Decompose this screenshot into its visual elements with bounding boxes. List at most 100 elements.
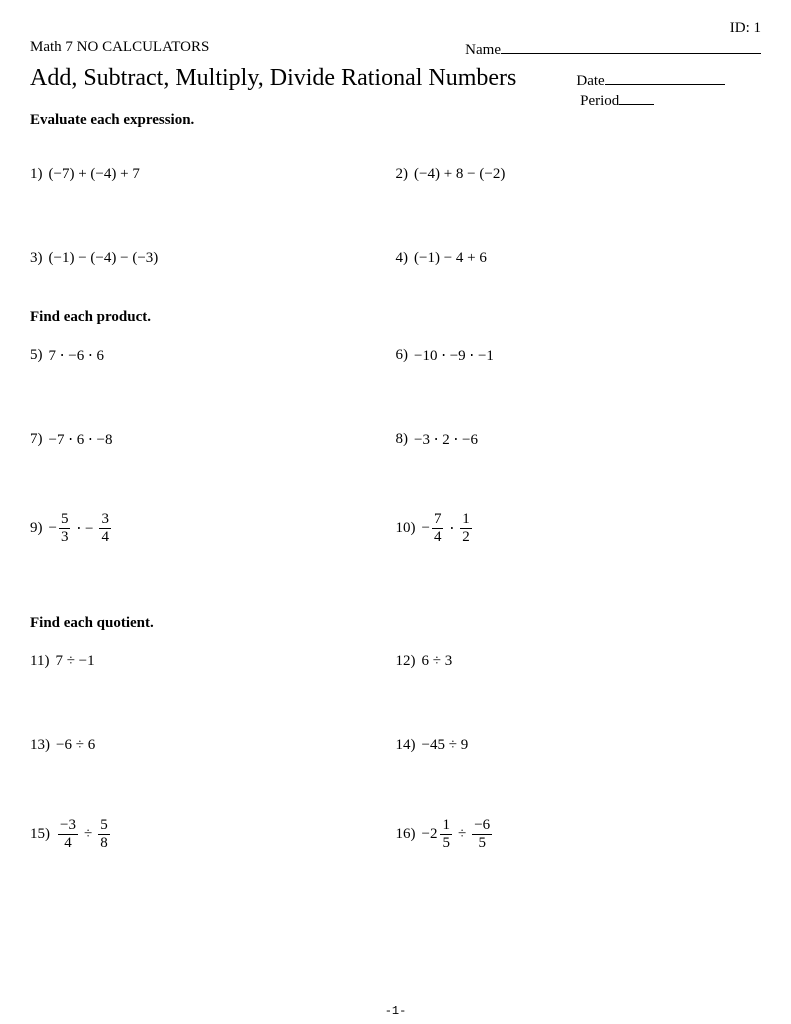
problem-expr: −2 1 5 ÷ −6 5 xyxy=(422,818,495,851)
problem-expr: 7 ⋅ −6 ⋅ 6 xyxy=(49,346,105,365)
problem-11: 11) 7 ÷ −1 xyxy=(30,650,396,672)
problem-12: 12) 6 ÷ 3 xyxy=(396,650,762,672)
date-period: Date Period xyxy=(576,70,761,110)
fraction: 1 5 xyxy=(440,818,452,851)
numerator: 5 xyxy=(59,512,71,529)
denominator: 4 xyxy=(62,835,74,851)
denominator: 4 xyxy=(99,529,111,545)
problem-expr: (−1) − (−4) − (−3) xyxy=(49,250,159,267)
page-title: Add, Subtract, Multiply, Divide Rational… xyxy=(30,65,516,92)
problem-16: 16) −2 1 5 ÷ −6 5 xyxy=(396,818,762,851)
fraction: 5 3 xyxy=(59,512,71,545)
mixed-number: −2 1 5 xyxy=(422,818,454,851)
problem-number: 16) xyxy=(396,826,416,843)
numerator: −6 xyxy=(472,818,492,835)
name-label: Name xyxy=(465,42,501,58)
problem-13: 13) −6 ÷ 6 xyxy=(30,734,396,756)
numerator: 3 xyxy=(99,512,111,529)
numerator: 1 xyxy=(440,818,452,835)
header-row: Math 7 NO CALCULATORS Name xyxy=(30,39,761,59)
problem-14: 14) −45 ÷ 9 xyxy=(396,734,762,756)
numerator: 7 xyxy=(432,512,444,529)
problem-number: 11) xyxy=(30,653,49,670)
date-label: Date xyxy=(576,73,604,89)
denominator: 5 xyxy=(476,835,488,851)
problem-grid-2: 5) 7 ⋅ −6 ⋅ 6 6) −10 ⋅ −9 ⋅ −1 7) −7 ⋅ 6… xyxy=(30,344,761,545)
problem-3: 3) (−1) − (−4) − (−3) xyxy=(30,247,396,269)
problem-number: 3) xyxy=(30,250,43,267)
problem-9: 9) − 5 3 ⋅ − 3 4 xyxy=(30,512,396,545)
fraction: 7 4 xyxy=(432,512,444,545)
worksheet-id: ID: 1 xyxy=(30,20,761,37)
problem-number: 7) xyxy=(30,431,43,448)
operator: ⋅ − xyxy=(76,519,93,538)
numerator: 5 xyxy=(98,818,110,835)
section-heading-3: Find each quotient. xyxy=(30,615,761,632)
problem-number: 8) xyxy=(396,431,409,448)
problem-number: 12) xyxy=(396,653,416,670)
problem-expr: (−4) + 8 − (−2) xyxy=(414,166,505,183)
problem-expr: −3 ⋅ 2 ⋅ −6 xyxy=(414,430,478,449)
problem-10: 10) − 7 4 ⋅ 1 2 xyxy=(396,512,762,545)
operator: ÷ xyxy=(84,826,92,843)
problem-number: 2) xyxy=(396,166,409,183)
problem-number: 10) xyxy=(396,520,416,537)
problem-expr: −10 ⋅ −9 ⋅ −1 xyxy=(414,346,494,365)
denominator: 3 xyxy=(59,529,71,545)
name-blank xyxy=(501,39,761,54)
period-label: Period xyxy=(580,93,619,109)
fraction: 1 2 xyxy=(460,512,472,545)
lead-sign: − xyxy=(49,520,57,537)
page-number: -1- xyxy=(0,1004,791,1018)
problem-number: 9) xyxy=(30,520,43,537)
problem-number: 1) xyxy=(30,166,43,183)
denominator: 2 xyxy=(460,529,472,545)
problem-expr: 7 ÷ −1 xyxy=(55,653,94,670)
problem-expr: − 7 4 ⋅ 1 2 xyxy=(422,512,474,545)
problem-expr: (−1) − 4 + 6 xyxy=(414,250,487,267)
denominator: 5 xyxy=(440,835,452,851)
problem-5: 5) 7 ⋅ −6 ⋅ 6 xyxy=(30,344,396,366)
problem-number: 6) xyxy=(396,347,409,364)
problem-expr: −6 ÷ 6 xyxy=(56,737,95,754)
whole-part: −2 xyxy=(422,826,438,843)
problem-1: 1) (−7) + (−4) + 7 xyxy=(30,163,396,185)
problem-8: 8) −3 ⋅ 2 ⋅ −6 xyxy=(396,428,762,450)
problem-grid-3: 11) 7 ÷ −1 12) 6 ÷ 3 13) −6 ÷ 6 14) −45 … xyxy=(30,650,761,851)
date-blank xyxy=(605,70,725,85)
fraction: 5 8 xyxy=(98,818,110,851)
period-blank xyxy=(619,90,654,105)
problem-6: 6) −10 ⋅ −9 ⋅ −1 xyxy=(396,344,762,366)
fraction: −3 4 xyxy=(58,818,78,851)
denominator: 8 xyxy=(98,835,110,851)
problem-grid-1: 1) (−7) + (−4) + 7 2) (−4) + 8 − (−2) 3)… xyxy=(30,163,761,269)
numerator: 1 xyxy=(460,512,472,529)
problem-number: 14) xyxy=(396,737,416,754)
problem-expr: 6 ÷ 3 xyxy=(422,653,453,670)
problem-number: 13) xyxy=(30,737,50,754)
problem-expr: (−7) + (−4) + 7 xyxy=(49,166,140,183)
denominator: 4 xyxy=(432,529,444,545)
problem-4: 4) (−1) − 4 + 6 xyxy=(396,247,762,269)
problem-expr: −45 ÷ 9 xyxy=(422,737,469,754)
problem-7: 7) −7 ⋅ 6 ⋅ −8 xyxy=(30,428,396,450)
name-field: Name xyxy=(465,39,761,59)
problem-2: 2) (−4) + 8 − (−2) xyxy=(396,163,762,185)
problem-15: 15) −3 4 ÷ 5 8 xyxy=(30,818,396,851)
problem-expr: −3 4 ÷ 5 8 xyxy=(56,818,112,851)
lead-sign: − xyxy=(422,520,430,537)
section-heading-1: Evaluate each expression. xyxy=(30,112,761,129)
fraction: 3 4 xyxy=(99,512,111,545)
problem-number: 4) xyxy=(396,250,409,267)
title-row: Add, Subtract, Multiply, Divide Rational… xyxy=(30,65,761,110)
operator: ÷ xyxy=(458,826,466,843)
problem-expr: −7 ⋅ 6 ⋅ −8 xyxy=(49,430,113,449)
fraction: −6 5 xyxy=(472,818,492,851)
problem-number: 15) xyxy=(30,826,50,843)
section-heading-2: Find each product. xyxy=(30,309,761,326)
problem-expr: − 5 3 ⋅ − 3 4 xyxy=(49,512,113,545)
operator: ⋅ xyxy=(449,519,454,538)
course-label: Math 7 NO CALCULATORS xyxy=(30,39,209,59)
numerator: −3 xyxy=(58,818,78,835)
problem-number: 5) xyxy=(30,347,43,364)
